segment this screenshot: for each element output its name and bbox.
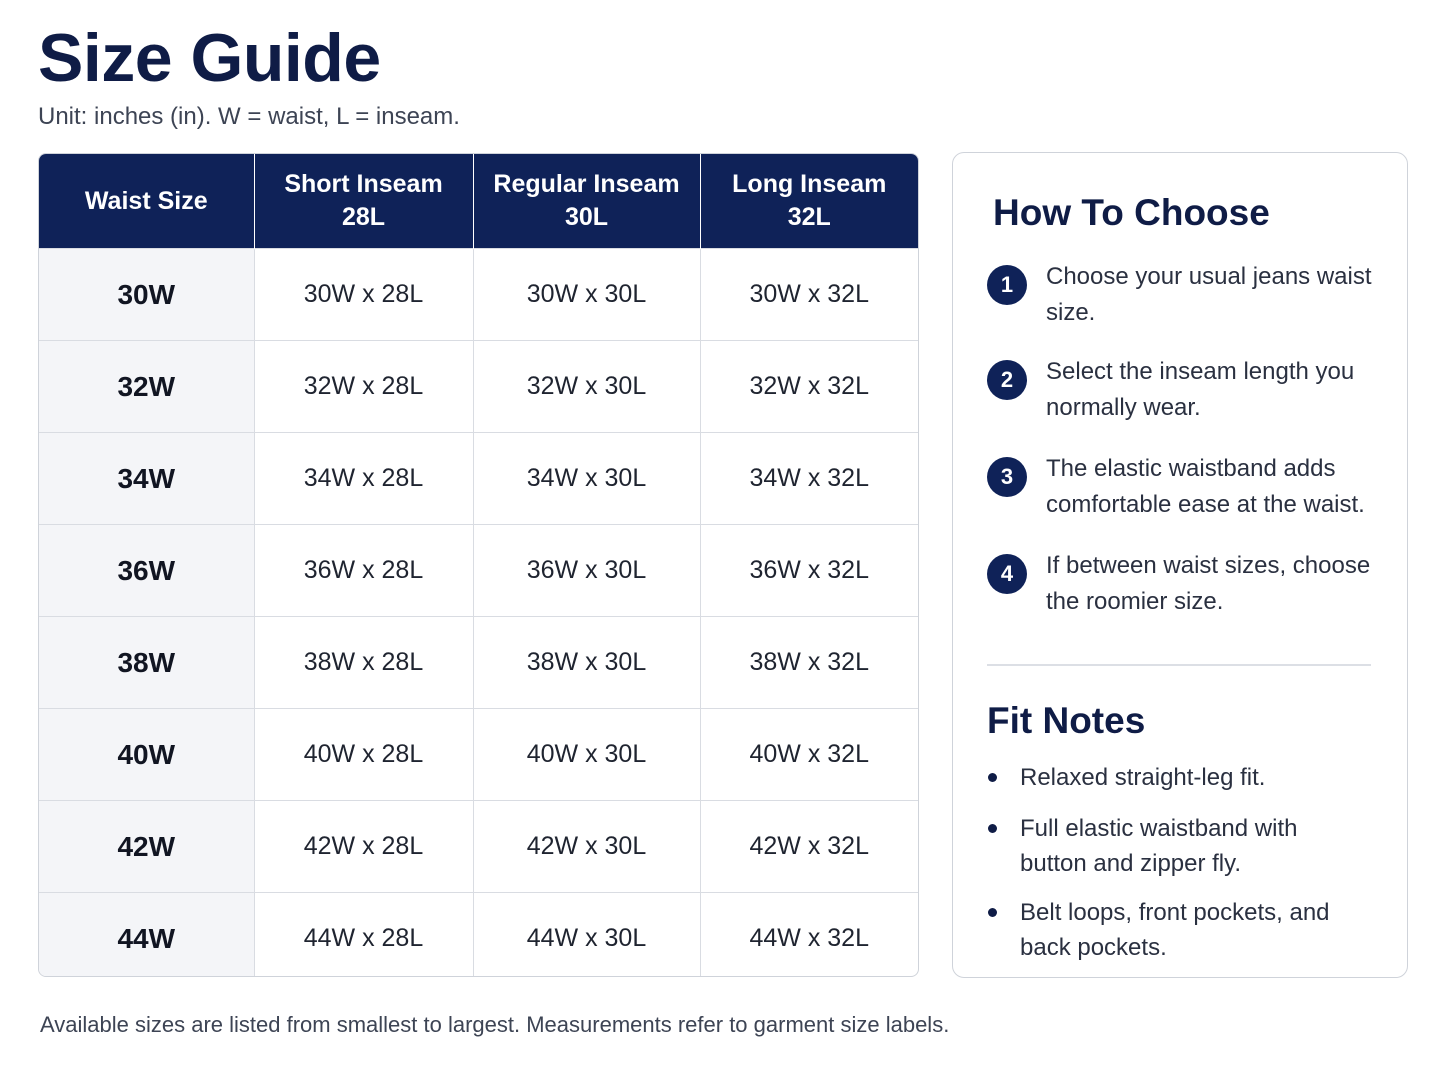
size-cell-long: 32W x 32L [700, 340, 918, 433]
header-length: 28L [341, 203, 386, 231]
header-regular-inseam: Regular Inseam 30L [473, 154, 701, 249]
size-cell-long: 38W x 32L [700, 616, 918, 709]
header-long-inseam: Long Inseam 32L [700, 154, 918, 249]
footer-note: Available sizes are listed from smallest… [40, 1012, 950, 1037]
header-short-inseam: Short Inseam 28L [254, 154, 474, 249]
size-cell-long: 44W x 32L [700, 892, 918, 976]
size-cell-short: 44W x 28L [254, 892, 474, 976]
size-cell-regular: 44W x 30L [473, 892, 701, 976]
size-cell-short: 32W x 28L [254, 340, 474, 433]
guidance-panel: How To Choose 1 Choose your usual jeans … [952, 152, 1408, 978]
size-cell-short: 42W x 28L [254, 800, 474, 893]
table-row: 36W 36W x 28L 36W x 30L 36W x 32L [39, 524, 918, 617]
waist-cell: 38W [39, 616, 255, 709]
table-row: 38W 38W x 28L 38W x 30L 38W x 32L [39, 616, 918, 709]
waist-cell: 42W [39, 800, 255, 893]
step-text: Choose your usual jeans waist size. [1046, 263, 1372, 326]
step-text: The elastic waistband adds comfortable e… [1046, 455, 1365, 518]
size-cell-long: 40W x 32L [700, 708, 918, 801]
fit-note-text: Belt loops, front pockets, and back pock… [1020, 899, 1330, 961]
fit-note-text: Full elastic waistband with button and z… [1020, 815, 1298, 877]
step-text: If between waist sizes, choose the roomi… [1046, 552, 1371, 615]
step-number-badge: 1 [987, 265, 1027, 305]
header-length: 32L [787, 203, 831, 231]
header-label: Waist Size [84, 186, 208, 215]
size-cell-long: 42W x 32L [700, 800, 918, 893]
header-label: Regular Inseam [493, 170, 680, 198]
size-cell-regular: 38W x 30L [473, 616, 701, 709]
waist-cell: 30W [39, 248, 255, 341]
size-cell-regular: 30W x 30L [473, 248, 701, 341]
size-cell-regular: 36W x 30L [473, 524, 701, 617]
size-cell-short: 38W x 28L [254, 616, 474, 709]
waist-cell: 32W [39, 340, 255, 433]
table-row: 32W 32W x 28L 32W x 30L 32W x 32L [39, 340, 918, 433]
table-row: 44W 44W x 28L 44W x 30L 44W x 32L [39, 892, 918, 976]
table-header-row: Waist Size Short Inseam 28L Regular Inse… [39, 154, 918, 249]
size-cell-short: 30W x 28L [254, 248, 474, 341]
waist-cell: 34W [39, 432, 255, 525]
step-text: Select the inseam length you normally we… [1046, 358, 1355, 421]
bullet-icon [988, 824, 997, 833]
waist-cell: 40W [39, 708, 255, 801]
page-subtitle: Unit: inches (in). W = waist, L = inseam… [38, 103, 460, 130]
size-cell-long: 34W x 32L [700, 432, 918, 525]
waist-cell: 36W [39, 524, 255, 617]
size-cell-regular: 42W x 30L [473, 800, 701, 893]
size-cell-long: 30W x 32L [700, 248, 918, 341]
size-cell-regular: 34W x 30L [473, 432, 701, 525]
table-row: 42W 42W x 28L 42W x 30L 42W x 32L [39, 800, 918, 893]
fit-note-text: Relaxed straight-leg fit. [1020, 764, 1266, 791]
size-cell-regular: 40W x 30L [473, 708, 701, 801]
size-cell-short: 36W x 28L [254, 524, 474, 617]
step-number-badge: 3 [987, 457, 1027, 497]
header-length: 30L [564, 203, 609, 231]
size-table: Waist Size Short Inseam 28L Regular Inse… [39, 154, 918, 976]
page-title: Size Guide [38, 20, 381, 96]
size-cell-short: 40W x 28L [254, 708, 474, 801]
size-cell-long: 36W x 32L [700, 524, 918, 617]
bullet-icon [988, 773, 997, 782]
header-waist-size: Waist Size [39, 154, 255, 249]
size-table-container: Waist Size Short Inseam 28L Regular Inse… [38, 153, 919, 977]
waist-cell: 44W [39, 892, 255, 976]
size-cell-regular: 32W x 30L [473, 340, 701, 433]
step-number-badge: 2 [987, 360, 1027, 400]
panel-divider [987, 664, 1371, 666]
fit-notes-heading: Fit Notes [987, 700, 1146, 741]
header-label: Short Inseam [284, 170, 443, 198]
table-row: 34W 34W x 28L 34W x 30L 34W x 32L [39, 432, 918, 525]
header-label: Long Inseam [732, 170, 887, 198]
how-to-choose-heading: How To Choose [993, 192, 1270, 233]
table-row: 30W 30W x 28L 30W x 30L 30W x 32L [39, 248, 918, 341]
bullet-icon [988, 908, 997, 917]
size-cell-short: 34W x 28L [254, 432, 474, 525]
step-number-badge: 4 [987, 554, 1027, 594]
table-row: 40W 40W x 28L 40W x 30L 40W x 32L [39, 708, 918, 801]
